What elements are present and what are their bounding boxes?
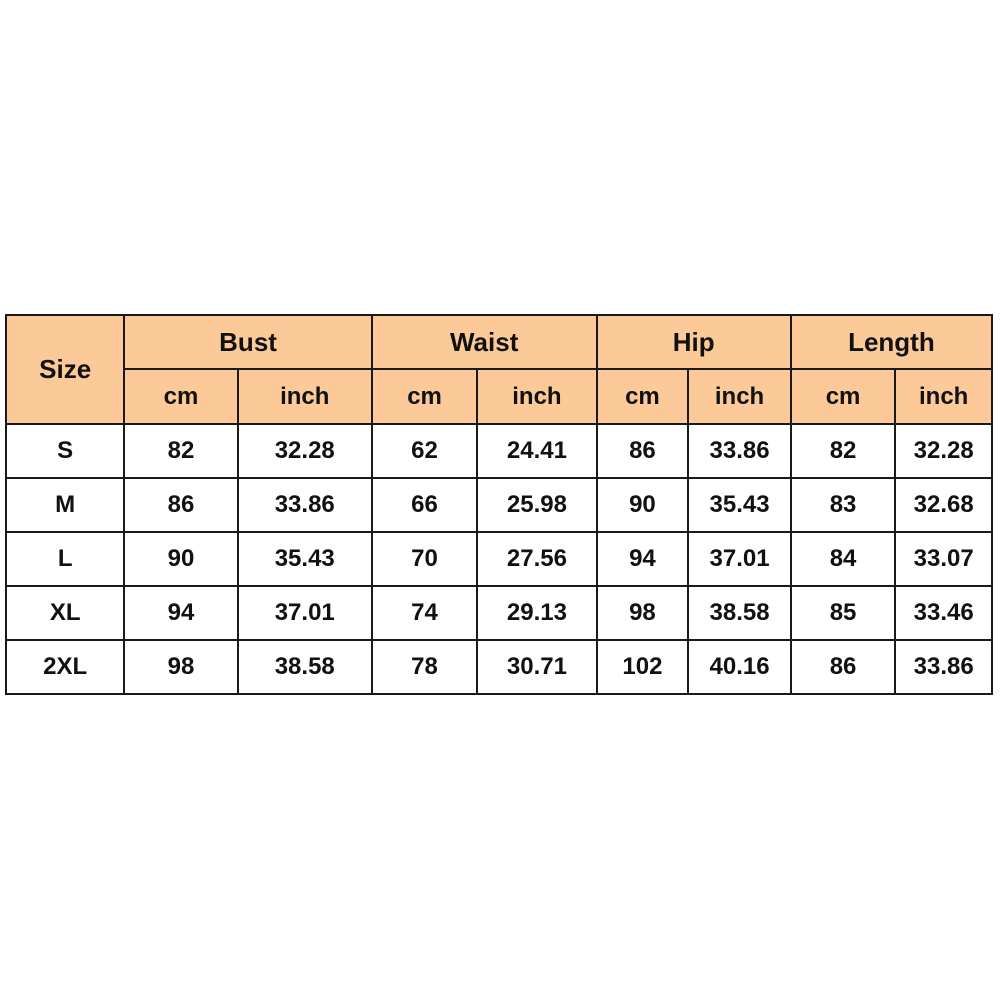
cell-value: 78 <box>370 639 479 695</box>
group-header-bust: Bust <box>123 314 373 370</box>
unit-header-length-cm: cm <box>789 368 897 425</box>
cell-value: 25.98 <box>476 477 598 533</box>
cell-value: 32.28 <box>894 423 993 479</box>
cell-value: 38.58 <box>236 639 373 695</box>
group-header-waist: Waist <box>370 314 598 370</box>
group-header-length: Length <box>789 314 994 370</box>
cell-value: 90 <box>595 477 690 533</box>
cell-value: 30.71 <box>476 639 598 695</box>
cell-value: 62 <box>370 423 479 479</box>
cell-value: 37.01 <box>236 585 373 641</box>
cell-value: 70 <box>370 531 479 587</box>
unit-header-waist-inch: inch <box>476 368 598 425</box>
table-row-m: M 86 33.86 66 25.98 90 35.43 83 32.68 <box>4 477 993 533</box>
cell-value: 86 <box>595 423 690 479</box>
cell-value: 33.86 <box>687 423 792 479</box>
cell-value: 40.16 <box>687 639 792 695</box>
cell-value: 90 <box>123 531 239 587</box>
cell-value: 102 <box>595 639 690 695</box>
cell-value: 98 <box>595 585 690 641</box>
cell-value: 37.01 <box>687 531 792 587</box>
table-row-xl: XL 94 37.01 74 29.13 98 38.58 85 33.46 <box>4 585 993 641</box>
cell-value: 98 <box>123 639 239 695</box>
cell-value: 84 <box>789 531 897 587</box>
cell-value: 85 <box>789 585 897 641</box>
cell-value: 86 <box>789 639 897 695</box>
size-label: L <box>4 531 126 587</box>
group-header-hip: Hip <box>595 314 792 370</box>
size-label: M <box>4 477 126 533</box>
cell-value: 82 <box>123 423 239 479</box>
table-row-l: L 90 35.43 70 27.56 94 37.01 84 33.07 <box>4 531 993 587</box>
cell-value: 35.43 <box>236 531 373 587</box>
cell-value: 94 <box>123 585 239 641</box>
unit-header-length-inch: inch <box>894 368 993 425</box>
corner-header-size: Size <box>4 314 126 425</box>
cell-value: 27.56 <box>476 531 598 587</box>
size-chart-table: Size Bust Waist Hip Length cm inch cm in… <box>4 314 994 695</box>
cell-value: 33.07 <box>894 531 993 587</box>
unit-header-hip-inch: inch <box>687 368 792 425</box>
unit-header-waist-cm: cm <box>370 368 479 425</box>
size-label: 2XL <box>4 639 126 695</box>
cell-value: 74 <box>370 585 479 641</box>
cell-value: 38.58 <box>687 585 792 641</box>
cell-value: 66 <box>370 477 479 533</box>
cell-value: 82 <box>789 423 897 479</box>
cell-value: 32.68 <box>894 477 993 533</box>
unit-header-bust-cm: cm <box>123 368 239 425</box>
cell-value: 33.86 <box>236 477 373 533</box>
cell-value: 94 <box>595 531 690 587</box>
cell-value: 29.13 <box>476 585 598 641</box>
table-row-2xl: 2XL 98 38.58 78 30.71 102 40.16 86 33.86 <box>4 639 993 695</box>
cell-value: 33.46 <box>894 585 993 641</box>
size-label: S <box>4 423 126 479</box>
unit-header-hip-cm: cm <box>595 368 690 425</box>
cell-value: 86 <box>123 477 239 533</box>
cell-value: 33.86 <box>894 639 993 695</box>
cell-value: 24.41 <box>476 423 598 479</box>
cell-value: 35.43 <box>687 477 792 533</box>
size-label: XL <box>4 585 126 641</box>
unit-header-bust-inch: inch <box>236 368 373 425</box>
table-row-s: S 82 32.28 62 24.41 86 33.86 82 32.28 <box>4 423 993 479</box>
cell-value: 83 <box>789 477 897 533</box>
cell-value: 32.28 <box>236 423 373 479</box>
